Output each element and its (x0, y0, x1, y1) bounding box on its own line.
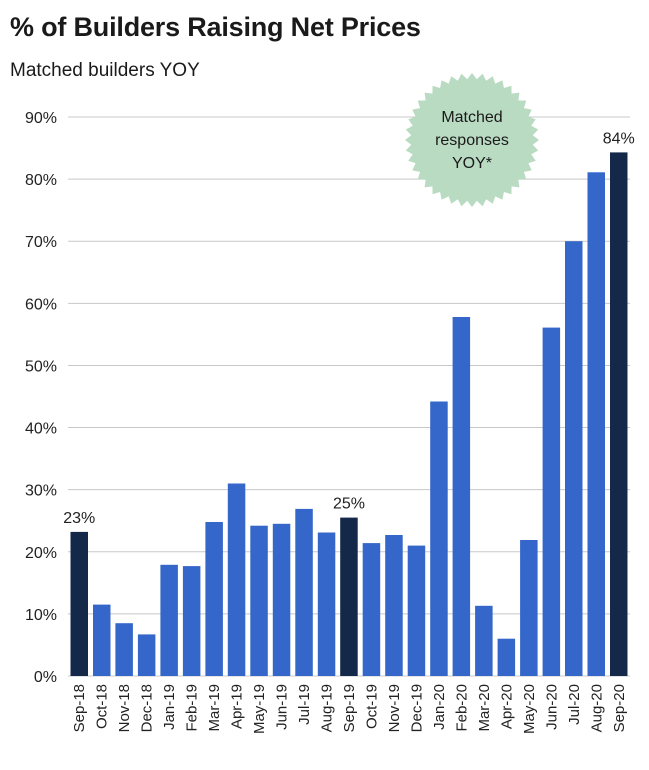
badge-text-line: responses (435, 132, 509, 149)
y-tick-label: 60% (25, 296, 57, 313)
x-tick-label: May-20 (521, 684, 538, 734)
x-tick-label: Nov-18 (116, 684, 133, 732)
matched-responses-badge: Matched responses YOY* (405, 73, 539, 207)
y-axis-ticks: 0% 10% 20% 30% 40% 50% 60% 70% 80% 90% (25, 110, 57, 686)
y-tick-label: 0% (34, 669, 57, 686)
x-tick-label: Feb-19 (184, 684, 201, 732)
bar-sep-19 (340, 517, 358, 676)
bar-jan-19 (160, 564, 178, 676)
bar-feb-20 (452, 317, 471, 676)
x-tick-label: Apr-19 (229, 684, 246, 729)
x-tick-label: Aug-20 (588, 684, 605, 732)
data-label: 23% (63, 510, 95, 527)
y-tick-label: 50% (25, 358, 57, 375)
bar-may-19 (250, 525, 268, 676)
x-tick-label: Sep-18 (71, 684, 88, 732)
bar-dec-18 (137, 634, 156, 676)
chart-title: % of Builders Raising Net Prices (10, 12, 421, 42)
x-axis-ticks: Sep-18 Oct-18 Nov-18 Dec-18 Jan-19 Feb-19 Mar-… (71, 684, 628, 734)
chart-subtitle: Matched builders YOY (10, 60, 200, 81)
bar-mar-20 (475, 605, 493, 676)
x-tick-label: Apr-20 (498, 684, 515, 729)
bar-jul-19 (295, 508, 313, 676)
badge-shape (405, 73, 539, 207)
y-tick-label: 70% (25, 234, 57, 251)
x-tick-label: May-19 (251, 684, 268, 734)
x-tick-label: Dec-19 (408, 684, 425, 732)
bar-jun-19 (272, 523, 291, 676)
badge-text-line: YOY* (452, 155, 492, 172)
x-tick-label: Jul-20 (566, 684, 583, 725)
x-tick-label: Mar-19 (206, 684, 223, 732)
x-tick-label: Nov-19 (386, 684, 403, 732)
data-label: 25% (333, 496, 365, 513)
bar-nov-19 (385, 535, 403, 676)
bar-sep-18 (70, 531, 88, 676)
bar-jan-20 (430, 401, 448, 676)
bar-aug-19 (317, 532, 336, 676)
data-labels: 23% 25% 84% (63, 130, 635, 526)
x-tick-label: Jun-19 (274, 684, 291, 730)
x-tick-label: Feb-20 (453, 684, 470, 732)
y-tick-label: 80% (25, 172, 57, 189)
bar-jun-20 (542, 327, 561, 676)
y-tick-label: 90% (25, 110, 57, 127)
x-tick-label: Jan-20 (431, 684, 448, 730)
bar-apr-20 (497, 638, 516, 676)
x-tick-label: Jan-19 (161, 684, 178, 730)
bar-oct-18 (93, 604, 111, 676)
bar-jul-20 (565, 241, 583, 676)
bar-may-20 (520, 540, 538, 676)
y-tick-label: 40% (25, 421, 57, 438)
bar-oct-19 (362, 543, 381, 676)
bars (70, 152, 628, 677)
bar-dec-19 (407, 545, 426, 676)
x-tick-label: Sep-19 (341, 684, 358, 732)
x-tick-label: Mar-20 (476, 684, 493, 732)
y-tick-label: 30% (25, 483, 57, 500)
x-tick-label: Sep-20 (611, 684, 628, 732)
bar-nov-18 (115, 623, 133, 676)
bar-apr-19 (227, 483, 246, 676)
x-tick-label: Dec-18 (139, 684, 156, 732)
x-tick-label: Oct-18 (94, 684, 111, 729)
bar-aug-20 (587, 172, 605, 677)
badge-text-line: Matched (441, 109, 502, 126)
bar-feb-19 (182, 566, 201, 676)
x-tick-label: Jun-20 (543, 684, 560, 730)
y-tick-label: 10% (25, 607, 57, 624)
data-label: 84% (603, 130, 635, 147)
bar-sep-20 (610, 152, 628, 676)
y-tick-label: 20% (25, 545, 57, 562)
bar-mar-19 (205, 522, 223, 676)
x-tick-label: Aug-19 (319, 684, 336, 732)
x-tick-label: Oct-19 (364, 684, 381, 729)
x-tick-label: Jul-19 (296, 684, 313, 725)
